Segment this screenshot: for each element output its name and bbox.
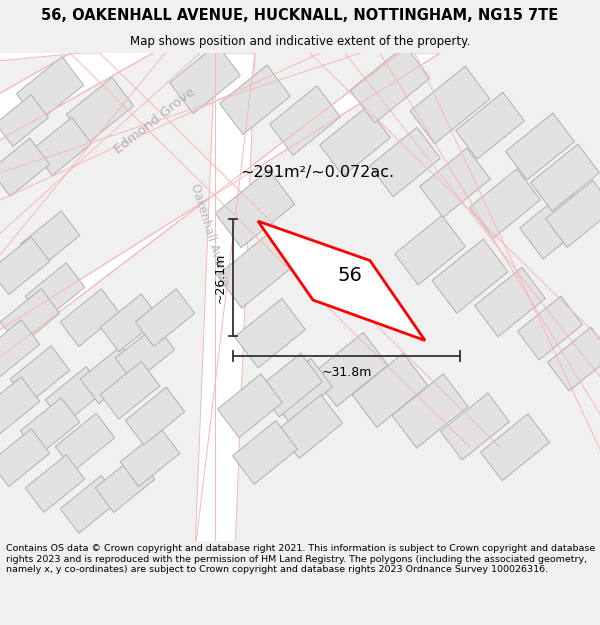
Polygon shape (0, 42, 100, 64)
Polygon shape (410, 66, 490, 144)
Text: Map shows position and indicative extent of the property.: Map shows position and indicative extent… (130, 35, 470, 48)
Polygon shape (419, 148, 490, 218)
Polygon shape (518, 296, 583, 360)
Polygon shape (100, 294, 160, 352)
Polygon shape (268, 358, 332, 422)
Polygon shape (80, 346, 140, 404)
Polygon shape (312, 332, 388, 407)
Text: ~291m²/~0.072ac.: ~291m²/~0.072ac. (240, 165, 394, 180)
Polygon shape (257, 353, 322, 417)
Polygon shape (0, 53, 440, 380)
Polygon shape (170, 44, 241, 114)
Polygon shape (32, 118, 92, 176)
Polygon shape (95, 455, 155, 512)
Text: 56, OAKENHALL AVENUE, HUCKNALL, NOTTINGHAM, NG15 7TE: 56, OAKENHALL AVENUE, HUCKNALL, NOTTINGH… (41, 8, 559, 23)
Polygon shape (10, 346, 70, 404)
Polygon shape (455, 92, 524, 159)
Text: 56: 56 (337, 266, 362, 285)
Polygon shape (395, 216, 466, 285)
Polygon shape (258, 221, 425, 341)
Polygon shape (470, 169, 541, 238)
Polygon shape (125, 388, 185, 445)
Polygon shape (218, 374, 283, 438)
Polygon shape (55, 413, 115, 471)
Polygon shape (45, 366, 105, 424)
Polygon shape (60, 476, 120, 533)
Polygon shape (217, 234, 293, 308)
Polygon shape (20, 398, 80, 456)
Text: ~26.1m: ~26.1m (214, 253, 227, 302)
Text: Edmond Grove: Edmond Grove (112, 85, 198, 156)
Polygon shape (269, 86, 340, 155)
Polygon shape (115, 325, 175, 382)
Polygon shape (352, 353, 428, 428)
Polygon shape (135, 289, 195, 346)
Polygon shape (481, 414, 550, 481)
Polygon shape (530, 144, 599, 211)
Polygon shape (16, 57, 83, 122)
Polygon shape (220, 65, 290, 134)
Polygon shape (120, 429, 180, 486)
Polygon shape (67, 78, 134, 143)
Polygon shape (25, 263, 85, 321)
Polygon shape (475, 268, 545, 337)
Text: Oakenhall Avenue: Oakenhall Avenue (188, 182, 232, 288)
Polygon shape (506, 113, 574, 180)
Polygon shape (545, 181, 600, 248)
Polygon shape (440, 393, 509, 460)
Polygon shape (0, 320, 40, 378)
Polygon shape (0, 237, 50, 294)
Polygon shape (370, 127, 440, 197)
Polygon shape (0, 289, 60, 346)
Polygon shape (100, 361, 160, 419)
Polygon shape (215, 170, 295, 248)
Polygon shape (60, 289, 120, 346)
Polygon shape (0, 138, 50, 196)
Polygon shape (520, 189, 590, 259)
Polygon shape (235, 299, 305, 368)
Polygon shape (278, 394, 343, 458)
Polygon shape (320, 107, 391, 176)
Polygon shape (0, 0, 600, 157)
Polygon shape (548, 328, 600, 391)
Polygon shape (0, 377, 40, 434)
Text: Contains OS data © Crown copyright and database right 2021. This information is : Contains OS data © Crown copyright and d… (6, 544, 595, 574)
Polygon shape (233, 421, 298, 484)
Polygon shape (20, 211, 80, 269)
Polygon shape (25, 455, 85, 512)
Polygon shape (392, 374, 468, 448)
Polygon shape (0, 429, 50, 486)
Polygon shape (350, 46, 430, 123)
Text: ~31.8m: ~31.8m (322, 366, 371, 379)
Polygon shape (0, 95, 49, 146)
Polygon shape (195, 53, 255, 551)
Polygon shape (432, 239, 508, 313)
